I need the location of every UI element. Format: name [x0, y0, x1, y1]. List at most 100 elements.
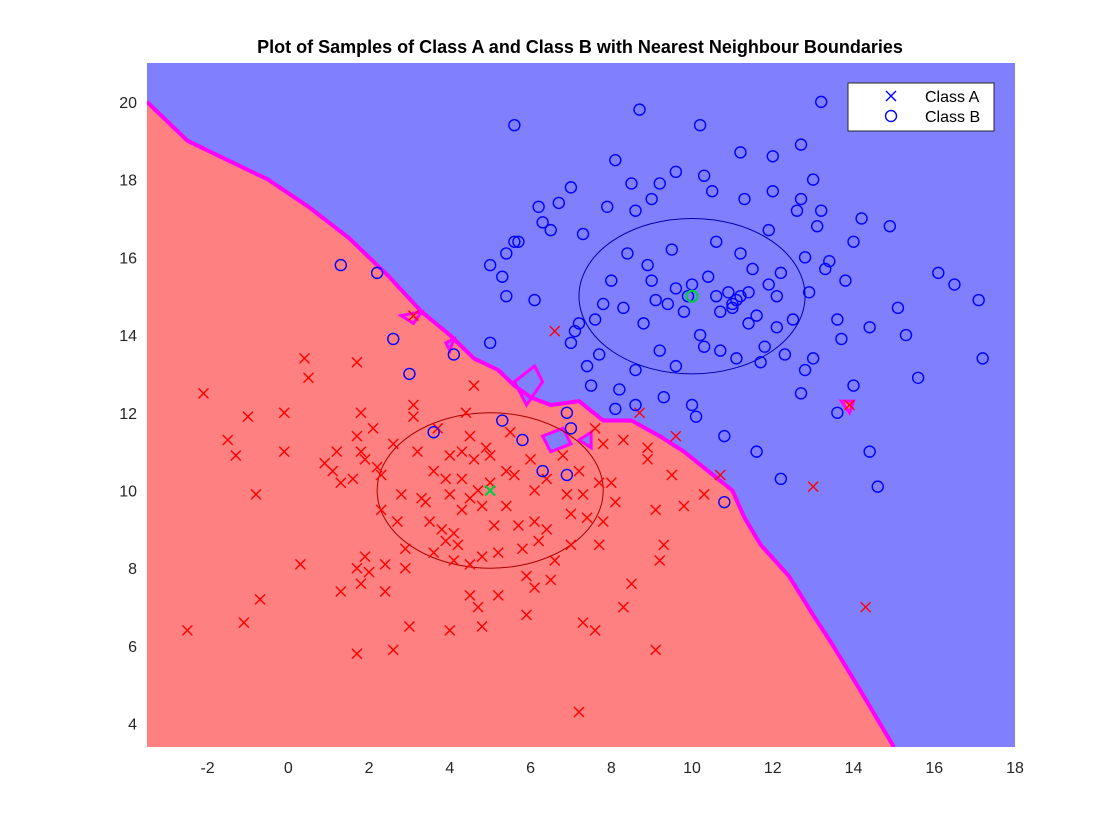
region-island-class-b	[540, 426, 574, 454]
data-point-x	[375, 469, 387, 481]
data-point-o	[564, 422, 578, 435]
data-point-o	[766, 150, 779, 163]
data-point-o	[710, 289, 723, 303]
x-tick-label: 12	[764, 760, 782, 777]
data-point-o	[483, 336, 497, 350]
legend: Class A Class B	[847, 82, 995, 132]
data-point-x	[460, 407, 472, 419]
data-point-x	[444, 450, 456, 462]
data-point-x	[335, 477, 347, 489]
data-point-o	[645, 192, 658, 206]
data-point-x	[351, 648, 363, 660]
data-point-o	[766, 185, 779, 198]
data-point-x	[609, 496, 621, 508]
data-point-o	[508, 118, 521, 132]
data-point-o	[790, 204, 804, 217]
data-point-x	[573, 465, 585, 477]
data-point-o	[734, 289, 747, 303]
x-tick-label: -2	[200, 760, 214, 777]
data-point-o	[810, 220, 824, 233]
data-point-o	[726, 301, 739, 315]
data-point-x	[403, 621, 415, 633]
legend-box	[847, 82, 995, 132]
data-point-o	[427, 426, 440, 439]
data-point-o	[726, 297, 739, 311]
data-point-x	[355, 407, 367, 419]
data-point-o	[685, 398, 699, 412]
data-point-o	[629, 398, 642, 412]
data-point-x	[625, 578, 637, 590]
data-point-x	[464, 430, 476, 442]
data-point-x	[464, 589, 476, 601]
data-point-x	[359, 453, 371, 465]
chart-title: Plot of Samples of Class A and Class B w…	[257, 37, 903, 57]
plot-area	[147, 63, 1015, 747]
data-point-x	[468, 380, 480, 392]
data-point-o	[621, 247, 634, 260]
data-point-o	[815, 204, 828, 217]
data-point-x	[843, 399, 855, 411]
data-point-x	[375, 504, 387, 516]
data-point-o	[641, 258, 654, 272]
data-point-o	[653, 177, 666, 190]
data-point-o	[564, 336, 578, 350]
data-point-o	[669, 359, 683, 373]
data-point-x	[549, 554, 561, 566]
data-point-o	[512, 235, 525, 248]
data-point-x	[573, 706, 585, 718]
data-point-x	[634, 407, 646, 419]
data-point-x	[452, 539, 464, 551]
data-point-o	[770, 321, 784, 334]
data-point-x	[355, 578, 367, 590]
data-point-x	[448, 554, 460, 566]
data-point-o	[645, 274, 658, 287]
legend-label: Class A	[925, 89, 980, 106]
data-point-o	[786, 313, 800, 326]
data-point-x	[355, 446, 367, 458]
data-point-x	[298, 352, 310, 364]
data-point-o	[665, 243, 679, 256]
y-tick-label: 6	[128, 639, 137, 656]
data-point-x	[529, 516, 541, 528]
data-point-x	[698, 488, 710, 500]
data-point-o	[609, 402, 622, 416]
data-point-x	[395, 488, 407, 500]
data-point-o	[508, 235, 521, 248]
data-point-x	[533, 535, 545, 547]
data-point-o	[823, 255, 836, 268]
data-point-x	[650, 504, 662, 516]
data-point-x	[407, 411, 419, 423]
region-island-class-b	[512, 363, 545, 408]
data-point-x	[420, 496, 432, 508]
region-island-class-b	[576, 429, 593, 451]
x-tick-label: 4	[445, 760, 454, 777]
data-point-x	[521, 609, 532, 621]
data-point-x	[557, 450, 569, 462]
data-point-o	[770, 289, 784, 303]
data-point-o	[863, 445, 876, 458]
data-point-x	[658, 539, 670, 551]
data-point-o	[629, 204, 642, 217]
data-point-x	[387, 644, 399, 656]
data-point-x	[444, 488, 456, 500]
data-point-o	[564, 181, 578, 194]
x-tick-label: 6	[526, 760, 535, 777]
data-point-o	[637, 317, 650, 330]
data-point-x	[714, 469, 726, 481]
data-point-o	[657, 391, 670, 404]
data-point-x	[399, 562, 411, 574]
data-point-x	[480, 442, 492, 454]
data-point-x	[541, 473, 553, 485]
data-point-o	[948, 278, 961, 291]
data-point-x	[492, 589, 504, 601]
data-point-o	[693, 328, 707, 342]
data-point-x	[545, 574, 557, 586]
data-point-x	[529, 582, 541, 594]
data-point-x	[222, 434, 234, 446]
data-point-o	[552, 196, 565, 210]
data-point-x	[516, 543, 528, 555]
data-point-x	[363, 566, 375, 578]
data-point-x	[181, 624, 193, 636]
data-point-x	[407, 399, 419, 411]
data-point-x	[476, 500, 488, 512]
